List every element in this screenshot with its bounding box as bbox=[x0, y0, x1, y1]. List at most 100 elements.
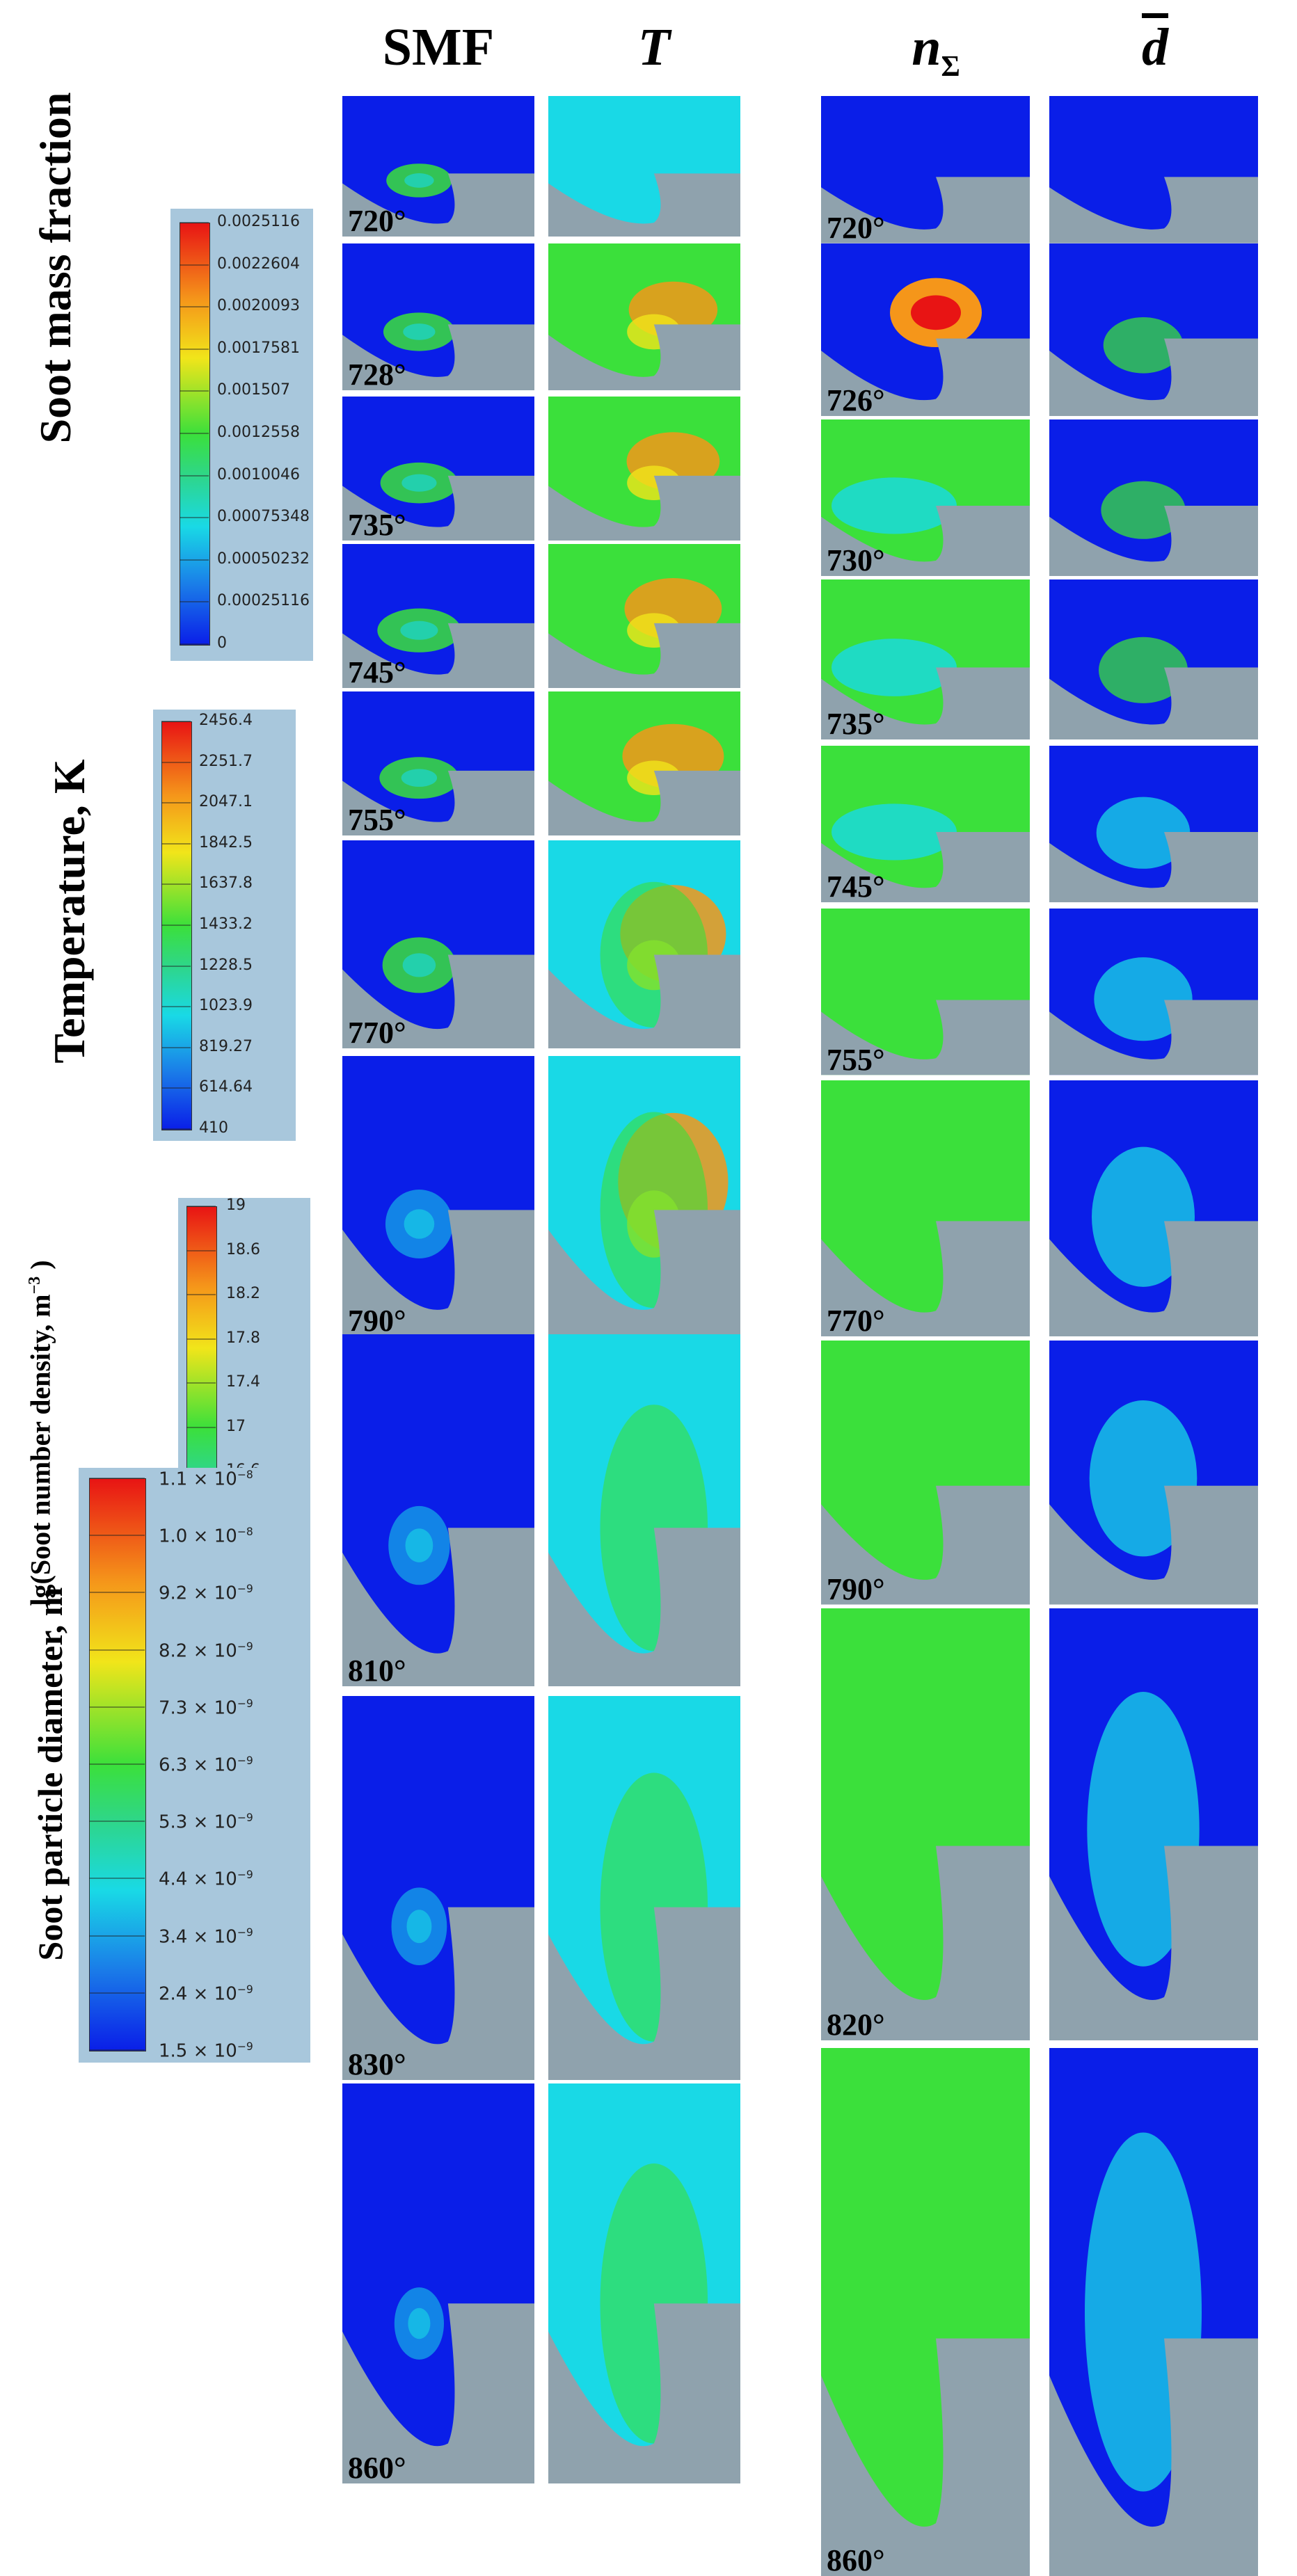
legend-dia-tick-label: 5.3 × 10−9 bbox=[159, 1811, 253, 1833]
legend-temp-tick-label: 1228.5 bbox=[199, 956, 253, 974]
tick-exponent: −9 bbox=[237, 2040, 253, 2053]
right-angle-label: 755° bbox=[827, 1042, 885, 1075]
legend-temp-tick-label: 819.27 bbox=[199, 1037, 253, 1055]
left-angle-label: 770° bbox=[348, 1015, 406, 1048]
tick-exponent: −9 bbox=[237, 1983, 253, 1996]
left-angle-label: 860° bbox=[348, 2450, 406, 2483]
legend-smf-tick bbox=[180, 222, 209, 223]
legend-temp-tick bbox=[161, 1087, 191, 1089]
legend-temp-tick bbox=[161, 721, 191, 722]
frame-d bbox=[1049, 579, 1258, 739]
legend-nd-tick bbox=[186, 1249, 216, 1251]
legend-temp-tick bbox=[161, 802, 191, 804]
legend-temp-tick-label: 1023.9 bbox=[199, 997, 253, 1015]
legend-smf-tick bbox=[180, 348, 209, 350]
legend-temp-tick bbox=[161, 965, 191, 967]
tick-mantissa: 3.4 × 10 bbox=[159, 1926, 237, 1948]
legend-dia-tick-label: 1.0 × 10−8 bbox=[159, 1526, 253, 1547]
legend-temp-colorbar bbox=[161, 721, 192, 1130]
legend-dia-tick bbox=[89, 1649, 145, 1651]
legend-dia-colorbar bbox=[89, 1478, 146, 2051]
frame-t bbox=[548, 1696, 740, 2080]
legend-temp-tick-label: 1637.8 bbox=[199, 874, 253, 893]
legend-smf-tick bbox=[180, 559, 209, 561]
legend-smf-tick bbox=[180, 264, 209, 266]
frame-t bbox=[548, 96, 740, 237]
tick-mantissa: 8.2 × 10 bbox=[159, 1640, 237, 1662]
legend-dia-tick-label: 8.2 × 10−9 bbox=[159, 1640, 253, 1662]
left-angle-label: 755° bbox=[348, 802, 406, 835]
tick-exponent: −9 bbox=[237, 1869, 253, 1882]
legend-dia-tick-label: 6.3 × 10−9 bbox=[159, 1754, 253, 1776]
tick-exponent: −9 bbox=[237, 1697, 253, 1710]
frame-t bbox=[548, 840, 740, 1048]
legend-smf-title: Soot mass fraction bbox=[31, 92, 80, 444]
tick-exponent: −9 bbox=[237, 1583, 253, 1596]
right-angle-label: 720° bbox=[827, 210, 885, 243]
legend-smf-tick-label: 0.00025116 bbox=[217, 592, 310, 610]
frame-smf: 755° bbox=[342, 691, 534, 835]
tick-mantissa: 6.3 × 10 bbox=[159, 1754, 237, 1776]
column-header-number-density: nΣ bbox=[831, 17, 1040, 83]
legend-smf-tick bbox=[180, 517, 209, 519]
tick-mantissa: 1.0 × 10 bbox=[159, 1526, 237, 1547]
legend-smf-tick-label: 0.00075348 bbox=[217, 508, 310, 526]
legend-nd-tick bbox=[186, 1294, 216, 1295]
left-angle-label: 728° bbox=[348, 358, 406, 391]
legend-dia-tick bbox=[89, 1878, 145, 1880]
legend-dia-tick-label: 7.3 × 10−9 bbox=[159, 1697, 253, 1719]
legend-temp-tick bbox=[161, 761, 191, 763]
legend-nd-tick-label: 17.8 bbox=[226, 1329, 260, 1347]
legend-dia-tick-label: 3.4 × 10−9 bbox=[159, 1926, 253, 1948]
frame-n: 770° bbox=[821, 1080, 1030, 1336]
legend-temp-tick-label: 2456.4 bbox=[199, 712, 253, 729]
legend-nd-tick bbox=[186, 1382, 216, 1384]
legend-nd-tick bbox=[186, 1426, 216, 1428]
frame-smf: 770° bbox=[342, 840, 534, 1048]
right-angle-label: 726° bbox=[827, 383, 885, 416]
tick-exponent: −8 bbox=[237, 1469, 253, 1481]
legend-temp-tick bbox=[161, 842, 191, 845]
legend-temp-tick-label: 2251.7 bbox=[199, 752, 253, 770]
legend-dia-tick-label: 1.1 × 10−8 bbox=[159, 1469, 253, 1488]
legend-dia-tick bbox=[89, 1535, 145, 1537]
frame-n: 730° bbox=[821, 419, 1030, 576]
frame-n: 726° bbox=[821, 243, 1030, 416]
legend-temp-tick bbox=[161, 883, 191, 886]
legend-nd-tick-label: 17 bbox=[226, 1417, 246, 1435]
legend-dia-tick bbox=[89, 1935, 145, 1937]
frame-d bbox=[1049, 1080, 1258, 1336]
legend-nd-tick-label: 19 bbox=[226, 1197, 246, 1214]
legend-nd-tick bbox=[186, 1338, 216, 1340]
legend-dia-tick bbox=[89, 2049, 145, 2051]
right-angle-label: 745° bbox=[827, 870, 885, 903]
legend-nd-tick-label: 18.6 bbox=[226, 1240, 260, 1258]
legend-temp-tick-label: 1433.2 bbox=[199, 915, 253, 933]
frame-n: 745° bbox=[821, 745, 1030, 903]
nd-title-exp: −3 bbox=[26, 1276, 44, 1295]
frame-smf: 790° bbox=[342, 1056, 534, 1336]
frame-d bbox=[1049, 96, 1258, 243]
tick-mantissa: 7.3 × 10 bbox=[159, 1697, 237, 1719]
frame-d bbox=[1049, 2048, 1258, 2576]
column-header-diameter: d bbox=[1051, 17, 1259, 78]
legend-smf-tick bbox=[180, 433, 209, 434]
column-header-d: d bbox=[1142, 18, 1168, 77]
tick-exponent: −9 bbox=[237, 1754, 253, 1767]
legend-smf-tick bbox=[180, 601, 209, 603]
legend-smf-tick-label: 0.0010046 bbox=[217, 465, 300, 483]
legend-smf-tick-label: 0.001507 bbox=[217, 381, 290, 399]
legend-dia-tick-label: 4.4 × 10−9 bbox=[159, 1870, 253, 1889]
tick-mantissa: 5.3 × 10 bbox=[159, 1811, 237, 1833]
legend-dia-tick bbox=[89, 1992, 145, 1994]
legend-smf-colorbar bbox=[180, 223, 210, 646]
frame-t bbox=[548, 243, 740, 391]
right-angle-label: 860° bbox=[827, 2543, 885, 2576]
frame-smf: 735° bbox=[342, 397, 534, 541]
frame-t bbox=[548, 2083, 740, 2483]
frame-t bbox=[548, 544, 740, 688]
legend-smf-tick-label: 0.0020093 bbox=[217, 297, 300, 315]
legend-nd-tick-label: 17.4 bbox=[226, 1373, 260, 1391]
frame-smf: 860° bbox=[342, 2083, 534, 2483]
frame-smf: 720° bbox=[342, 96, 534, 237]
